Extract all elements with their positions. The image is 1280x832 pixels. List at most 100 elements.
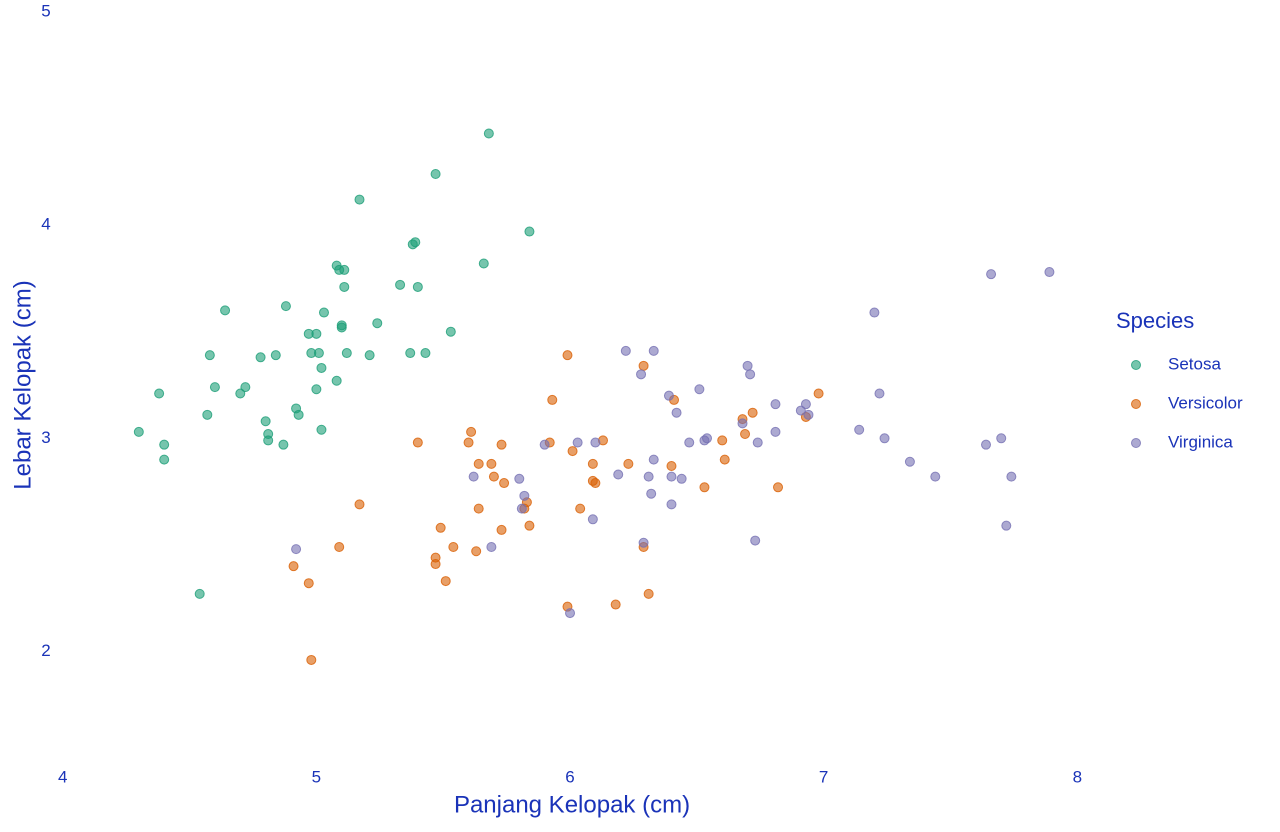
scatter-point bbox=[1044, 267, 1055, 278]
scatter-point bbox=[666, 499, 677, 510]
scatter-point bbox=[740, 429, 751, 440]
scatter-point bbox=[463, 437, 474, 448]
scatter-point bbox=[341, 348, 352, 359]
scatter-point bbox=[752, 437, 763, 448]
x-tick-label: 5 bbox=[312, 767, 321, 786]
scatter-point bbox=[316, 424, 327, 435]
scatter-point bbox=[293, 409, 304, 420]
scatter-point bbox=[854, 424, 865, 435]
scatter-point bbox=[694, 384, 705, 395]
scatter-point bbox=[613, 469, 624, 480]
scatter-point bbox=[483, 128, 494, 139]
scatter-point bbox=[430, 168, 441, 179]
scatter-point bbox=[666, 471, 677, 482]
scatter-point bbox=[255, 352, 266, 363]
scatter-point bbox=[133, 426, 144, 437]
x-tick-label: 4 bbox=[58, 767, 67, 786]
scatter-point bbox=[516, 503, 527, 514]
scatter-point bbox=[514, 473, 525, 484]
scatter-point bbox=[154, 388, 165, 399]
scatter-point bbox=[638, 537, 649, 548]
scatter-point bbox=[499, 478, 510, 489]
scatter-point bbox=[306, 654, 317, 665]
legend-marker bbox=[1131, 438, 1141, 448]
scatter-point bbox=[590, 478, 601, 489]
scatter-point bbox=[567, 446, 578, 457]
scatter-point bbox=[318, 307, 329, 318]
scatter-point bbox=[336, 320, 347, 331]
scatter-point bbox=[930, 471, 941, 482]
scatter-point bbox=[291, 544, 302, 555]
scatter-point bbox=[666, 460, 677, 471]
scatter-point bbox=[524, 226, 535, 237]
y-tick-label: 5 bbox=[41, 1, 50, 20]
scatter-point bbox=[263, 435, 274, 446]
legend-marker bbox=[1131, 360, 1141, 370]
x-tick-label: 6 bbox=[565, 767, 574, 786]
scatter-point bbox=[643, 588, 654, 599]
scatter-point bbox=[610, 599, 621, 610]
scatter-point bbox=[648, 454, 659, 465]
scatter-point bbox=[313, 348, 324, 359]
scatter-point bbox=[478, 258, 489, 269]
scatter-point bbox=[643, 471, 654, 482]
scatter-point bbox=[159, 454, 170, 465]
scatter-point bbox=[572, 437, 583, 448]
scatter-point bbox=[770, 426, 781, 437]
y-tick-label: 2 bbox=[41, 641, 50, 660]
scatter-point bbox=[496, 439, 507, 450]
scatter-point bbox=[468, 471, 479, 482]
legend-label: Versicolor bbox=[1168, 393, 1243, 412]
scatter-point bbox=[220, 305, 231, 316]
scatter-point bbox=[719, 454, 730, 465]
scatter-point bbox=[354, 194, 365, 205]
scatter-point bbox=[354, 499, 365, 510]
scatter-point bbox=[795, 405, 806, 416]
scatter-point bbox=[562, 350, 573, 361]
scatter-point bbox=[471, 546, 482, 557]
x-tick-label: 8 bbox=[1073, 767, 1082, 786]
scatter-point bbox=[1006, 471, 1017, 482]
scatter-point bbox=[209, 382, 220, 393]
scatter-point bbox=[260, 416, 271, 427]
scatter-point bbox=[803, 409, 814, 420]
legend-label: Setosa bbox=[1168, 354, 1221, 373]
scatter-point bbox=[986, 269, 997, 280]
scatter-point bbox=[159, 439, 170, 450]
scatter-point bbox=[420, 348, 431, 359]
scatter-point bbox=[339, 281, 350, 292]
scatter-point bbox=[663, 390, 674, 401]
y-axis-title: Lebar Kelopak (cm) bbox=[9, 280, 36, 489]
scatter-point bbox=[496, 524, 507, 535]
scatter-point bbox=[590, 437, 601, 448]
scatter-point bbox=[874, 388, 885, 399]
scatter-point bbox=[745, 369, 756, 380]
scatter-point bbox=[440, 576, 451, 587]
x-axis-title: Panjang Kelopak (cm) bbox=[454, 791, 690, 818]
scatter-point bbox=[747, 407, 758, 418]
scatter-point bbox=[466, 426, 477, 437]
scatter-point bbox=[194, 588, 205, 599]
scatter-point bbox=[331, 375, 342, 386]
scatter-point bbox=[280, 301, 291, 312]
scatter-point bbox=[204, 350, 215, 361]
scatter-point bbox=[445, 326, 456, 337]
scatter-point bbox=[539, 439, 550, 450]
scatter-point bbox=[410, 237, 421, 248]
scatter-point bbox=[879, 433, 890, 444]
scatter-point bbox=[486, 458, 497, 469]
scatter-point bbox=[270, 350, 281, 361]
y-tick-label: 3 bbox=[41, 428, 50, 447]
legend-title: Species bbox=[1116, 308, 1194, 333]
scatter-point bbox=[311, 384, 322, 395]
scatter-point bbox=[701, 433, 712, 444]
scatter-point bbox=[473, 458, 484, 469]
scatter-point bbox=[684, 437, 695, 448]
scatter-point bbox=[435, 522, 446, 533]
scatter-point bbox=[486, 541, 497, 552]
scatter-point bbox=[813, 388, 824, 399]
scatter-point bbox=[519, 490, 530, 501]
scatter-point bbox=[235, 388, 246, 399]
scatter-point bbox=[773, 482, 784, 493]
